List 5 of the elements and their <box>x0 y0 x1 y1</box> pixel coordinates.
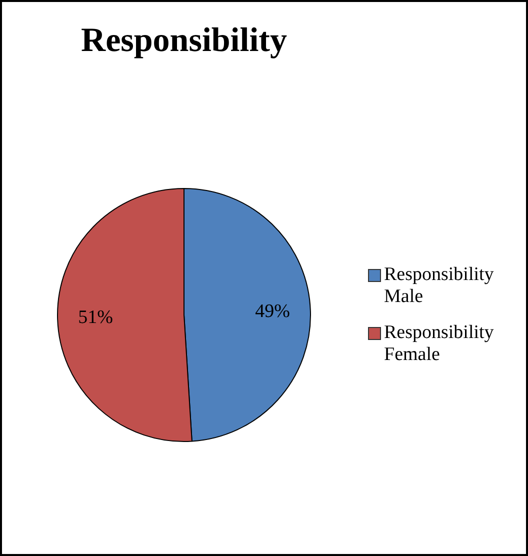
legend-label: Responsibility Male <box>384 264 495 308</box>
legend-label: Responsibility Female <box>384 322 495 366</box>
chart-title: Responsibility <box>80 22 288 60</box>
data-label: 51% <box>78 306 114 328</box>
data-label: 49% <box>255 301 290 322</box>
